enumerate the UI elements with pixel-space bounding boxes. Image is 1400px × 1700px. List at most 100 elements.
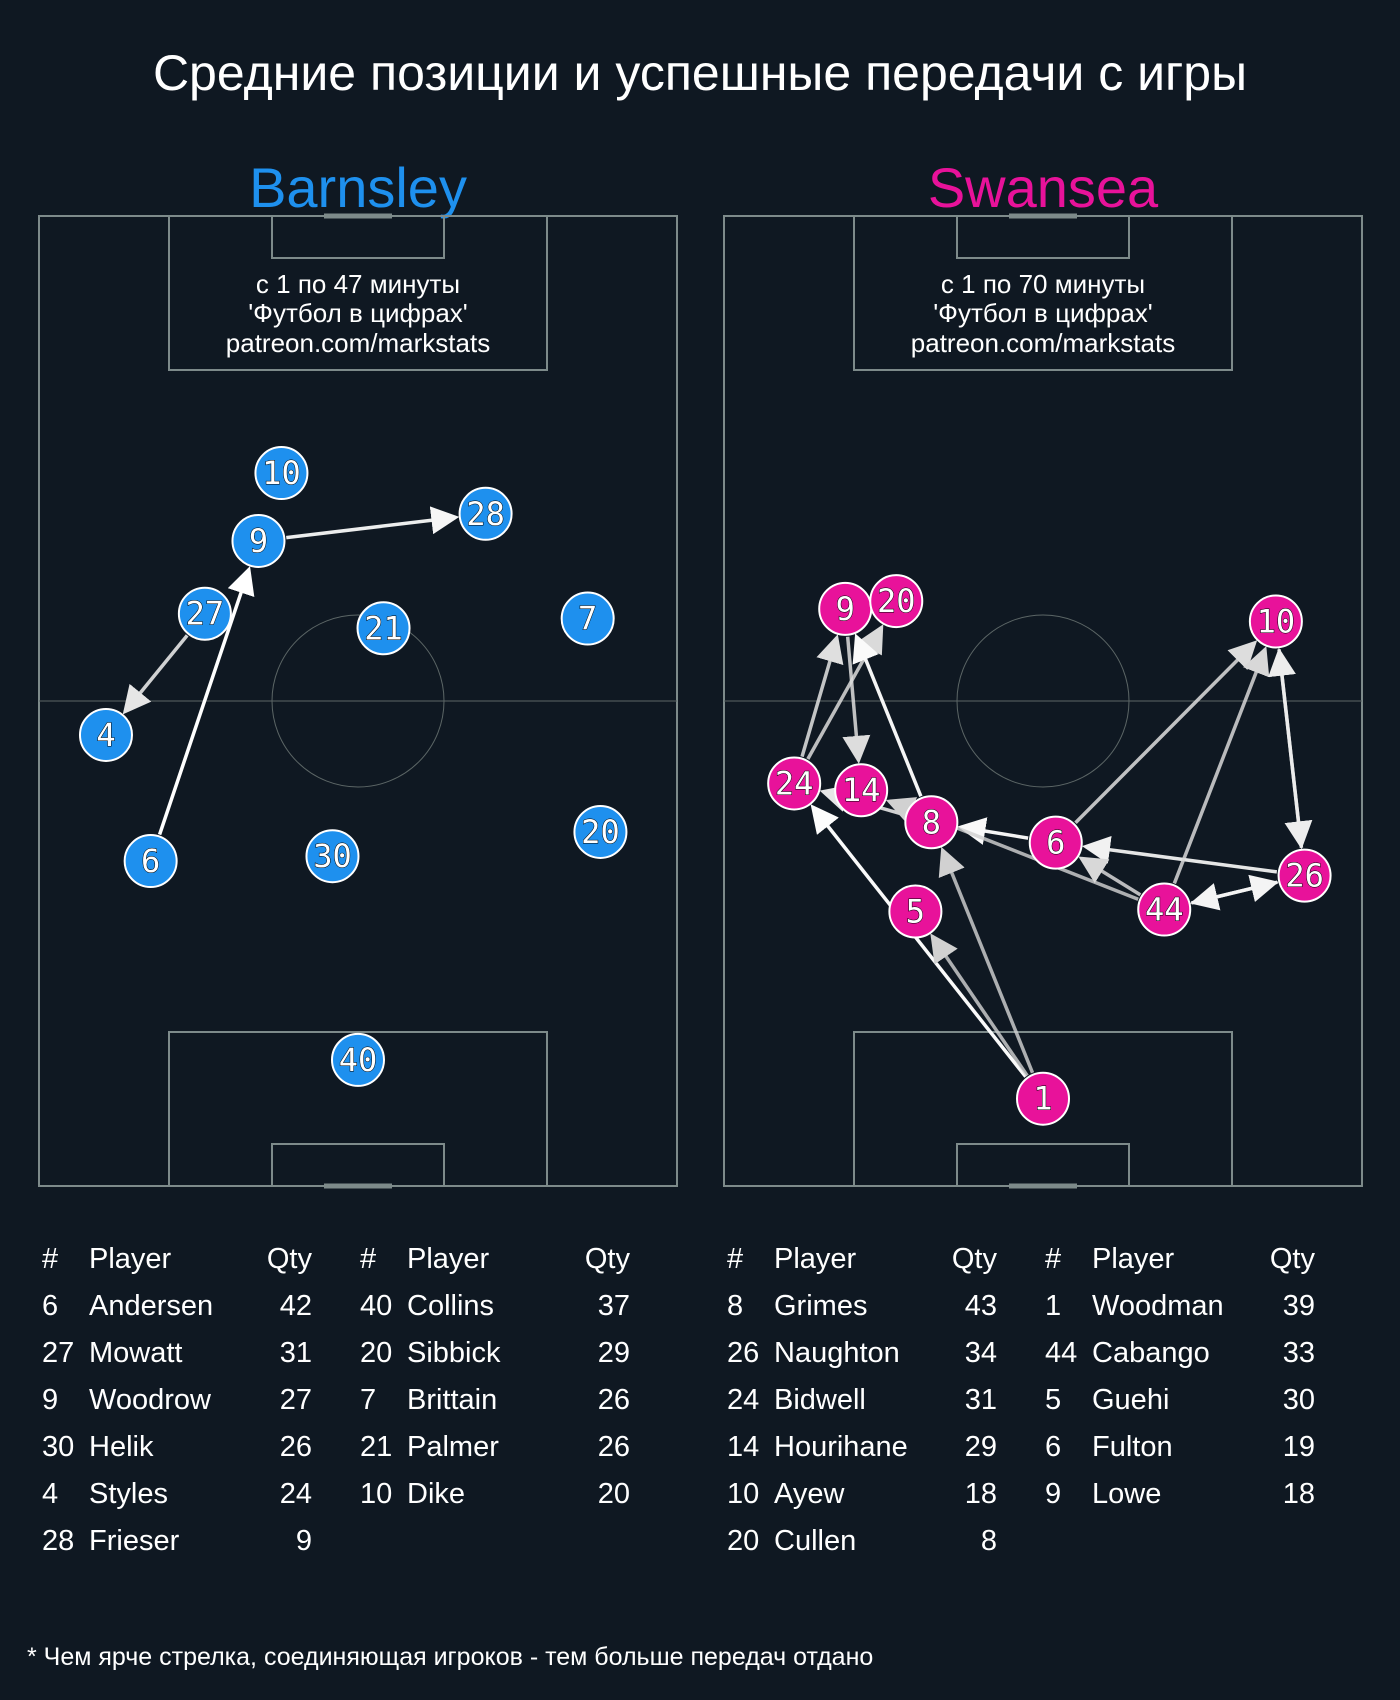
player-marker-9	[231, 513, 286, 568]
player-number-label: 9	[836, 590, 855, 628]
table-cell-num: 6	[1045, 1431, 1061, 1463]
table-cell-num: 44	[1045, 1337, 1077, 1369]
table-cell-player: Frieser	[89, 1525, 180, 1557]
player-number-label: 4	[96, 716, 115, 754]
table-cell-num: 10	[360, 1478, 392, 1510]
player-number-label: 26	[1285, 857, 1324, 895]
table-cell-player: Andersen	[89, 1290, 213, 1322]
player-marker-6	[123, 834, 178, 889]
player-marker-4	[78, 707, 133, 762]
pass-arrow-26-to-6	[1082, 835, 1278, 874]
footnote: * Чем ярче стрелка, соединяющая игроков …	[27, 1643, 873, 1671]
player-number-label: 40	[339, 1041, 378, 1079]
table-cell-player: Sibbick	[407, 1337, 501, 1369]
player-number-label: 6	[1046, 824, 1065, 862]
table-cell-num: 20	[727, 1525, 759, 1557]
table-cell-num: 1	[1045, 1290, 1061, 1322]
table-cell-qty: 19	[1283, 1431, 1315, 1463]
player-marker-7	[560, 591, 615, 646]
table-cell-num: 40	[360, 1290, 392, 1322]
table-cell-player: Guehi	[1092, 1384, 1169, 1416]
player-marker-28	[458, 486, 513, 541]
player-marker-27	[177, 586, 232, 641]
table-cell-player: Lowe	[1092, 1478, 1161, 1510]
table-cell-num: 8	[727, 1290, 743, 1322]
pitch	[38, 213, 678, 1189]
player-marker-24	[767, 756, 822, 811]
table-cell-num: 30	[42, 1431, 74, 1463]
table-header-player: Player	[89, 1243, 172, 1275]
player-number-label: 24	[775, 764, 814, 802]
table-header-num: #	[1045, 1243, 1061, 1275]
pass-arrow-6-to-9	[157, 566, 255, 836]
six-yard-box-top	[956, 215, 1130, 259]
pass-arrow-6-to-8	[957, 817, 1029, 845]
table-cell-num: 14	[727, 1431, 759, 1463]
player-number-label: 44	[1145, 891, 1184, 929]
table-cell-num: 7	[360, 1384, 376, 1416]
player-number-label: 9	[249, 522, 268, 560]
table-cell-qty: 9	[296, 1525, 312, 1557]
player-marker-6	[1028, 815, 1083, 870]
table-cell-player: Ayew	[774, 1478, 845, 1510]
chart-title: Средние позиции и успешные передачи с иг…	[153, 45, 1247, 101]
table-cell-qty: 26	[280, 1431, 312, 1463]
table-header-qty: Qty	[267, 1243, 313, 1275]
info-period: с 1 по 47 минуты	[256, 269, 460, 299]
table-cell-num: 5	[1045, 1384, 1061, 1416]
table-cell-player: Styles	[89, 1478, 168, 1510]
pass-arrow-9-to-14	[842, 636, 871, 764]
info-period: с 1 по 70 минуты	[941, 269, 1145, 299]
table-cell-num: 9	[42, 1384, 58, 1416]
pass-count-table: # Player Qty 6 Andersen 42 27 Mowatt 31 9 Woodrow 2…	[42, 1243, 630, 1557]
pass-arrow-26-to-44	[1189, 880, 1278, 911]
player-marker-8	[904, 795, 959, 850]
pass-count-table: # Player Qty 8 Grimes 43 26 Naughton 34 24 Bidwell…	[727, 1243, 1315, 1557]
table-header-qty: Qty	[585, 1243, 631, 1275]
six-yard-box-bottom	[956, 1143, 1130, 1187]
table-header-qty: Qty	[1270, 1243, 1316, 1275]
player-number-label: 6	[141, 842, 160, 880]
player-number-label: 7	[578, 600, 597, 638]
table-cell-num: 24	[727, 1384, 759, 1416]
player-marker-10	[254, 446, 309, 501]
table-cell-player: Cabango	[1092, 1337, 1210, 1369]
table-cell-qty: 18	[965, 1478, 997, 1510]
table-cell-num: 28	[42, 1525, 74, 1557]
player-number-label: 30	[313, 837, 352, 875]
table-cell-player: Woodman	[1092, 1290, 1224, 1322]
table-cell-player: Bidwell	[774, 1384, 866, 1416]
player-markers: 10 9 28 27 7 21 4 6 30 20 40	[78, 446, 628, 1087]
info-source: 'Футбол в цифрах'	[933, 298, 1153, 328]
table-cell-qty: 39	[1283, 1290, 1315, 1322]
table-header-player: Player	[1092, 1243, 1175, 1275]
table-cell-qty: 33	[1283, 1337, 1315, 1369]
player-marker-21	[356, 601, 411, 656]
table-cell-qty: 27	[280, 1384, 312, 1416]
player-marker-40	[331, 1032, 385, 1087]
pass-arrow-44-to-6	[1078, 856, 1142, 897]
pass-arrow-44-to-10	[1172, 646, 1270, 885]
team-name-barnsley: Barnsley	[249, 156, 467, 219]
table-cell-player: Palmer	[407, 1431, 499, 1463]
pass-arrow-9-to-28	[286, 506, 460, 540]
pass-arrows	[122, 506, 460, 836]
table-cell-player: Grimes	[774, 1290, 867, 1322]
pass-arrow-24-to-9	[800, 634, 844, 758]
table-cell-player: Collins	[407, 1290, 494, 1322]
table-cell-player: Helik	[89, 1431, 154, 1463]
pass-arrow-27-to-4	[122, 634, 189, 715]
player-number-label: 27	[186, 595, 225, 633]
table-cell-num: 4	[42, 1478, 58, 1510]
pass-arrow-26-to-10	[1268, 647, 1304, 848]
player-markers: 9 20 10 24 14 8 6 26 44 5 1	[767, 574, 1332, 1126]
player-marker-20	[869, 574, 924, 629]
player-number-label: 21	[364, 609, 403, 647]
player-number-label: 20	[581, 813, 620, 851]
table-cell-num: 26	[727, 1337, 759, 1369]
info-link: patreon.com/markstats	[911, 328, 1175, 358]
table-cell-num: 21	[360, 1431, 392, 1463]
centre-circle	[271, 614, 445, 788]
table-cell-qty: 29	[598, 1337, 630, 1369]
